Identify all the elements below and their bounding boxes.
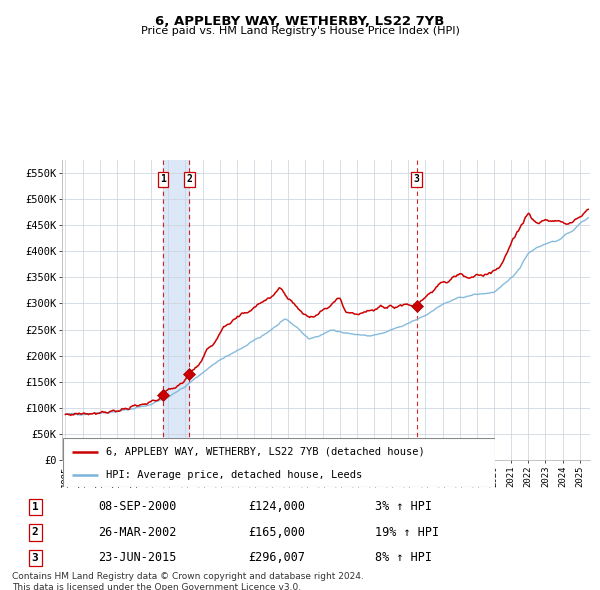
Text: 3: 3 bbox=[32, 553, 38, 563]
Text: 23-JUN-2015: 23-JUN-2015 bbox=[98, 552, 177, 565]
Text: £124,000: £124,000 bbox=[248, 500, 305, 513]
Text: 1: 1 bbox=[32, 502, 38, 512]
Text: 26-MAR-2002: 26-MAR-2002 bbox=[98, 526, 177, 539]
Text: £296,007: £296,007 bbox=[248, 552, 305, 565]
Bar bbox=[163, 160, 190, 460]
Text: 08-SEP-2000: 08-SEP-2000 bbox=[98, 500, 177, 513]
Text: This data is licensed under the Open Government Licence v3.0.: This data is licensed under the Open Gov… bbox=[12, 583, 301, 590]
Text: Price paid vs. HM Land Registry's House Price Index (HPI): Price paid vs. HM Land Registry's House … bbox=[140, 26, 460, 36]
Text: 3: 3 bbox=[413, 175, 419, 185]
Text: 1: 1 bbox=[160, 175, 166, 185]
Text: Contains HM Land Registry data © Crown copyright and database right 2024.: Contains HM Land Registry data © Crown c… bbox=[12, 572, 364, 581]
Text: 6, APPLEBY WAY, WETHERBY, LS22 7YB (detached house): 6, APPLEBY WAY, WETHERBY, LS22 7YB (deta… bbox=[106, 447, 425, 457]
FancyBboxPatch shape bbox=[63, 438, 495, 487]
Text: 2: 2 bbox=[187, 175, 193, 185]
Text: 2: 2 bbox=[32, 527, 38, 537]
Text: £165,000: £165,000 bbox=[248, 526, 305, 539]
Text: 6, APPLEBY WAY, WETHERBY, LS22 7YB: 6, APPLEBY WAY, WETHERBY, LS22 7YB bbox=[155, 15, 445, 28]
Text: HPI: Average price, detached house, Leeds: HPI: Average price, detached house, Leed… bbox=[106, 470, 362, 480]
Text: 3% ↑ HPI: 3% ↑ HPI bbox=[375, 500, 432, 513]
Text: 19% ↑ HPI: 19% ↑ HPI bbox=[375, 526, 439, 539]
Text: 8% ↑ HPI: 8% ↑ HPI bbox=[375, 552, 432, 565]
